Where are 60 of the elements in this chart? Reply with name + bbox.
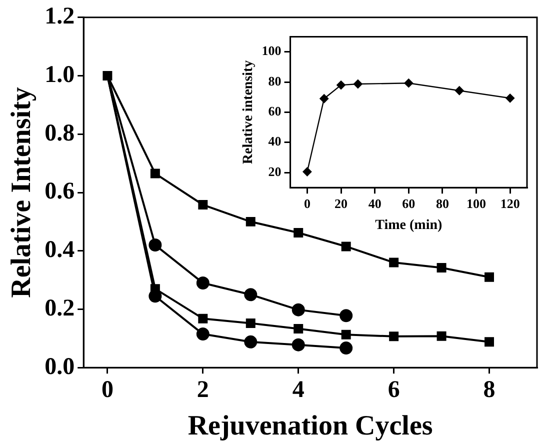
point xyxy=(198,200,208,210)
y-tick-label: 0.2 xyxy=(44,295,75,322)
x-tick-label: 100 xyxy=(466,196,486,211)
point xyxy=(340,309,353,322)
point xyxy=(389,332,399,342)
point xyxy=(320,94,329,104)
x-tick-label: 120 xyxy=(500,196,520,211)
point xyxy=(404,78,414,88)
x-tick-label: 20 xyxy=(334,196,348,211)
y-tick-label: 0.4 xyxy=(44,237,75,264)
x-tick-label: 6 xyxy=(388,377,400,404)
point xyxy=(196,328,210,341)
point xyxy=(102,71,112,81)
x-axis-title: Rejuvenation Cycles xyxy=(188,410,433,442)
point xyxy=(341,242,351,252)
point xyxy=(341,330,351,340)
point xyxy=(294,228,304,238)
x-tick-label: 0 xyxy=(101,377,114,404)
point xyxy=(196,276,210,290)
point xyxy=(436,331,446,341)
y-tick-label: 0.6 xyxy=(44,178,75,205)
y-tick-label: 80 xyxy=(268,73,282,88)
point xyxy=(436,263,446,273)
x-tick-label: 40 xyxy=(368,196,382,211)
y-tick-label: 100 xyxy=(262,43,282,58)
point xyxy=(246,318,256,328)
y-tick-label: 1.0 xyxy=(44,62,75,88)
y-tick-label: 20 xyxy=(268,164,282,179)
point xyxy=(244,335,258,348)
point xyxy=(292,303,305,316)
point xyxy=(484,337,494,347)
point xyxy=(484,272,494,282)
x-tick-label: 80 xyxy=(436,196,449,211)
y-axis-title: Relative Intensity xyxy=(6,87,38,298)
point xyxy=(148,238,162,252)
point xyxy=(292,338,305,352)
point xyxy=(506,94,515,103)
x-tick-label: 4 xyxy=(292,377,304,404)
y-tick-label: 60 xyxy=(268,104,282,119)
y-tick-label: 1.2 xyxy=(44,4,75,30)
x-axis-title: Time (min) xyxy=(375,218,442,234)
point xyxy=(389,258,399,268)
y-axis-title: Relative intensity xyxy=(241,60,256,164)
x-tick-label: 8 xyxy=(483,377,496,404)
point xyxy=(294,324,304,334)
x-tick-label: 2 xyxy=(196,377,209,404)
point xyxy=(340,342,353,355)
point xyxy=(246,216,256,226)
x-tick-label: 0 xyxy=(304,196,310,211)
point xyxy=(244,288,258,302)
point xyxy=(302,167,312,176)
x-tick-label: 60 xyxy=(402,196,416,211)
point xyxy=(150,168,160,178)
y-tick-label: 40 xyxy=(268,134,282,149)
point xyxy=(336,80,346,90)
point xyxy=(353,80,362,88)
point xyxy=(454,86,464,96)
point xyxy=(198,314,208,324)
y-tick-label: 0.8 xyxy=(44,120,75,146)
y-tick-label: 0.0 xyxy=(44,354,75,380)
